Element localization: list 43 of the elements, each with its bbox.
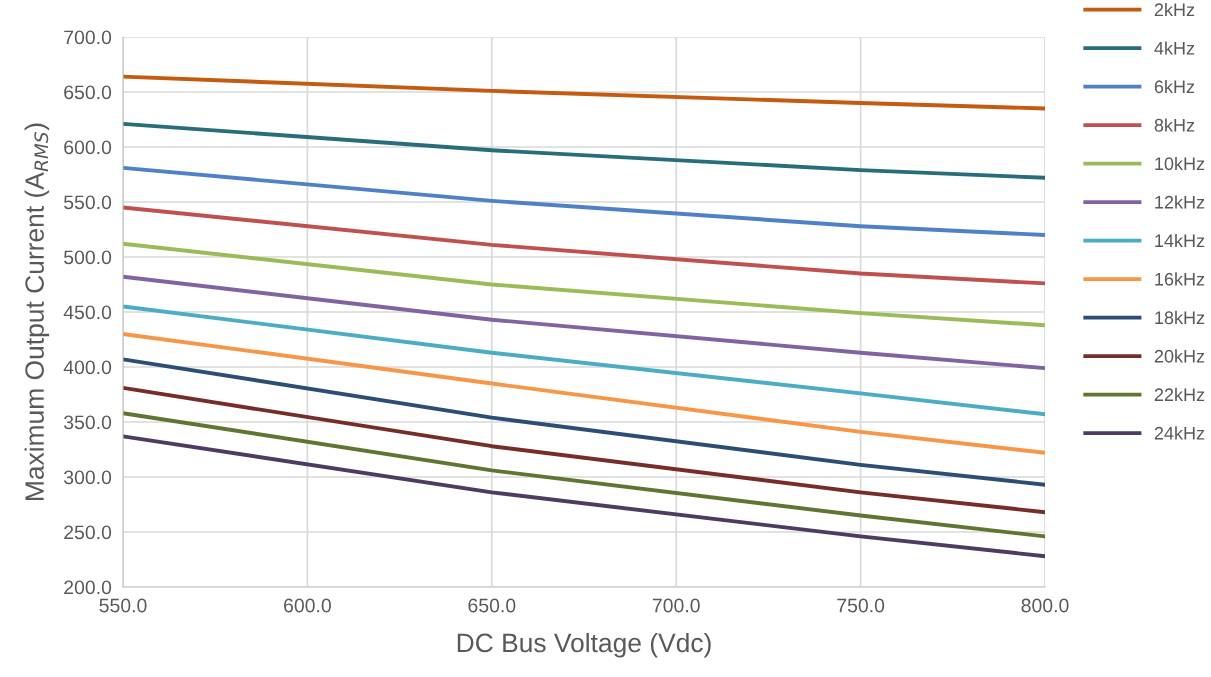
line-series <box>123 121 1045 180</box>
y-tick-label: 200.0 <box>64 580 112 595</box>
line-series <box>123 332 1045 455</box>
y-tick-label: 350.0 <box>63 415 112 430</box>
y-tick-label: 300.0 <box>63 470 112 485</box>
x-tick-label: 650.0 <box>468 598 516 613</box>
legend-label: 18kHz <box>1155 310 1205 325</box>
x-axis-title: DC Bus Voltage (Vdc) <box>457 632 711 658</box>
legend-label: 12kHz <box>1155 195 1205 209</box>
y-tick-label: 650.0 <box>64 85 112 100</box>
legend-label: 24kHz <box>1154 426 1205 440</box>
x-tick-label: 750.0 <box>837 598 885 613</box>
y-axis-title: Maximum Output Current (A$_{RMS}$) <box>24 123 50 500</box>
legend-label: 14kHz <box>1155 233 1205 247</box>
y-tick-label: 550.0 <box>64 195 112 210</box>
x-tick-label: 550.0 <box>99 598 147 613</box>
legend-label: 4kHz <box>1154 41 1195 55</box>
line-series <box>123 434 1045 559</box>
y-tick-label: 500.0 <box>64 250 112 265</box>
legend-label: 22kHz <box>1154 387 1205 401</box>
x-tick-label: 800.0 <box>1021 598 1069 613</box>
legend-label: 2kHz <box>1154 2 1195 16</box>
y-tick-label: 400.0 <box>63 360 112 375</box>
y-tick-label: 700.0 <box>64 30 112 45</box>
line-series <box>123 304 1045 417</box>
y-tick-label: 450.0 <box>63 305 112 320</box>
line-series <box>123 241 1045 328</box>
line-series <box>123 205 1045 286</box>
line-series <box>123 411 1045 539</box>
line-series <box>123 357 1045 487</box>
x-tick-label: 700.0 <box>652 598 700 613</box>
line-series <box>123 74 1045 111</box>
y-tick-label: 600.0 <box>64 140 112 155</box>
legend-label: 20kHz <box>1154 349 1205 363</box>
y-tick-label: 250.0 <box>64 525 112 540</box>
line-series <box>123 165 1045 237</box>
legend-label: 16kHz <box>1155 272 1205 286</box>
legend-label: 6kHz <box>1154 79 1195 94</box>
legend-label: 10kHz <box>1155 156 1205 171</box>
x-tick-label: 600.0 <box>284 598 331 613</box>
line-series <box>123 274 1045 371</box>
legend-label: 8kHz <box>1154 118 1195 132</box>
line-series <box>123 385 1045 515</box>
